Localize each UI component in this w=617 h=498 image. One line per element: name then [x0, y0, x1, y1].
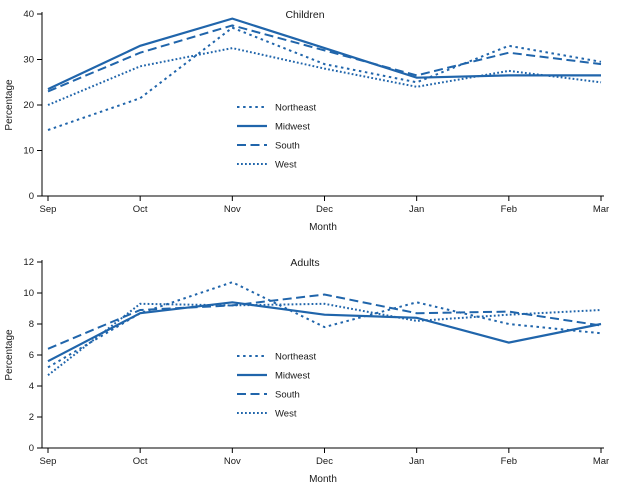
- series-line-south: [47, 24, 602, 93]
- legend-label-northeast: Northeast: [275, 351, 317, 362]
- y-tick-label: 10: [23, 288, 34, 299]
- y-tick-label: 40: [23, 9, 34, 20]
- series-line-midwest: [47, 301, 602, 363]
- y-tick-label: 20: [23, 100, 34, 111]
- legend-label-west: West: [275, 408, 297, 419]
- y-tick-label: 2: [29, 412, 34, 423]
- y-axis-title: Percentage: [4, 79, 15, 131]
- legend-label-midwest: Midwest: [275, 370, 310, 381]
- x-axis-title: Month: [309, 222, 337, 233]
- series-line-west: [47, 47, 602, 106]
- y-axis-title: Percentage: [4, 329, 15, 381]
- y-tick-label: 0: [29, 191, 34, 202]
- y-tick-label: 4: [29, 381, 34, 392]
- x-tick-label: Mar: [593, 456, 609, 467]
- series-line-northeast: [47, 26, 602, 131]
- chart-title: Adults: [290, 257, 319, 269]
- legend-label-west: West: [275, 159, 297, 170]
- x-tick-label: Nov: [224, 456, 241, 467]
- x-axis-title: Month: [309, 474, 337, 485]
- x-tick-label: Sep: [40, 204, 57, 215]
- y-tick-label: 12: [23, 257, 34, 268]
- x-tick-label: Jan: [409, 456, 424, 467]
- y-tick-label: 0: [29, 443, 34, 454]
- legend-label-midwest: Midwest: [275, 121, 310, 132]
- x-tick-label: Jan: [409, 204, 424, 215]
- x-tick-label: Sep: [40, 456, 57, 467]
- series-line-northeast: [47, 281, 602, 369]
- x-tick-label: Oct: [133, 204, 148, 215]
- adults-chart: 0 2 4 6 8 10 12 Sep Oct Nov Dec Jan Feb Mar Month Perce…: [4, 257, 609, 485]
- y-tick-label: 10: [23, 146, 34, 157]
- series-line-west: [47, 302, 602, 376]
- x-tick-label: Feb: [501, 456, 517, 467]
- x-tick-label: Dec: [316, 456, 333, 467]
- y-tick-label: 30: [23, 55, 34, 66]
- x-tick-label: Feb: [501, 204, 517, 215]
- children-chart: 0 10 20 30 40 Sep Oct Nov Dec Jan Feb Mar Month Perce…: [4, 9, 609, 233]
- series-line-south: [47, 293, 602, 350]
- x-tick-label: Mar: [593, 204, 609, 215]
- x-tick-label: Oct: [133, 456, 148, 467]
- x-tick-label: Dec: [316, 204, 333, 215]
- series-line-midwest: [47, 17, 601, 91]
- legend-label-south: South: [275, 389, 300, 400]
- legend-label-south: South: [275, 140, 300, 151]
- y-tick-label: 6: [29, 350, 34, 361]
- y-tick-label: 8: [29, 319, 34, 330]
- legend-label-northeast: Northeast: [275, 102, 317, 113]
- x-tick-label: Nov: [224, 204, 241, 215]
- chart-title: Children: [285, 9, 324, 21]
